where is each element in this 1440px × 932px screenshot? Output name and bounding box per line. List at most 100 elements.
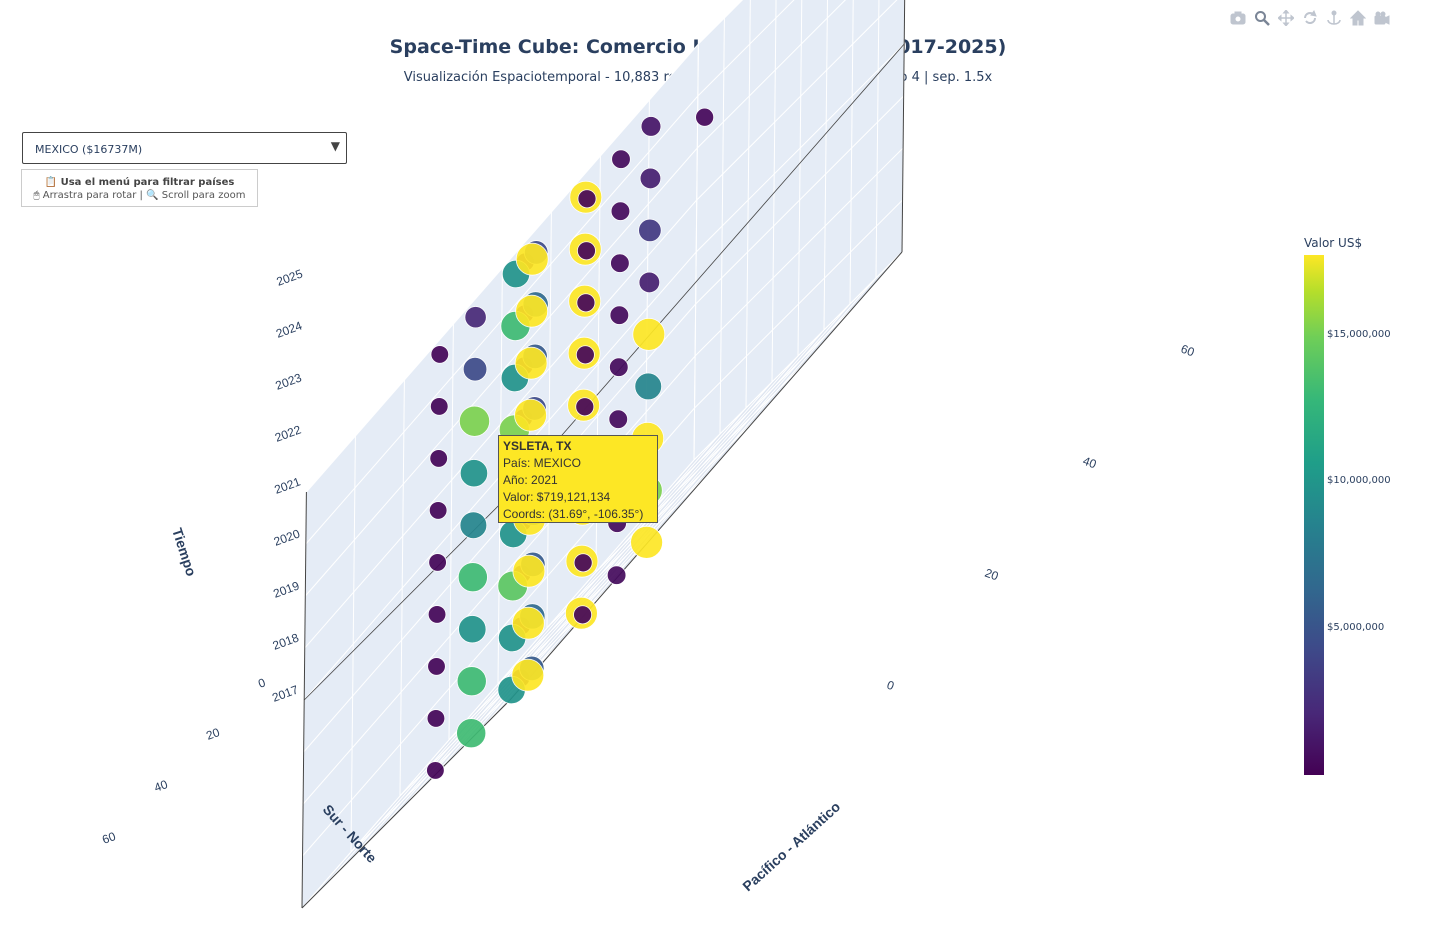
y-tick-label: 0 [256,675,267,691]
z-tick-label: 2024 [274,318,304,340]
data-point [515,294,549,328]
data-point [458,405,491,437]
z-tick-label: 2019 [271,578,301,600]
grid-line [303,303,697,753]
x-axis-title: Pacífico - Atlántico [739,798,843,894]
data-point [457,562,488,593]
data-point [515,242,549,276]
grid-line [483,277,877,727]
data-point [634,372,663,401]
colorbar-tick: $5,000,000 [1327,622,1385,633]
zoom-icon[interactable] [1252,8,1272,28]
data-point [464,306,487,329]
colorbar-tick: $15,000,000 [1327,329,1391,340]
grid-line [353,407,747,857]
data-point [638,218,662,243]
x-tick-label: 60 [1179,342,1197,360]
data-point [610,253,630,273]
grid-line [301,459,695,909]
turntable-icon[interactable] [1324,8,1344,28]
tooltip-coords: Coords: (31.69°, -106.35°) [503,507,644,521]
grid-line [694,199,903,409]
chevron-down-icon: ▼ [330,139,340,153]
data-point [573,553,593,573]
z-tick-label: 2023 [274,370,304,392]
data-point [428,553,447,572]
data-point [429,449,448,468]
x-tick-label: 0 [885,678,896,694]
data-point [638,271,661,294]
data-point [632,317,666,351]
data-point [428,501,448,520]
y-tick-label: 20 [204,725,222,743]
data-point [577,189,597,209]
data-point [429,397,449,416]
z-tick-label: 2020 [272,526,302,548]
data-point [511,658,545,692]
data-point [639,167,662,190]
data-point [609,305,630,325]
data-point [459,511,488,540]
modebar [1228,8,1392,28]
data-point [630,526,663,559]
data-point [456,718,487,749]
data-point [576,293,596,313]
colorbar-title: Valor US$ [1304,236,1363,250]
clipboard-icon: 📋 [44,177,58,188]
tooltip-port: YSLETA, TX [503,439,572,453]
camera-view-icon[interactable] [1372,8,1392,28]
tooltip-value: Valor: $719,121,134 [503,490,611,504]
data-point [459,459,489,488]
grid-line [306,43,699,493]
tooltip-year: Año: 2021 [503,473,558,487]
colorbar [1304,255,1324,775]
grid-line [696,0,898,201]
back-wall-x [694,0,905,460]
camera-icon[interactable] [1228,8,1248,28]
y-tick-label: 60 [100,829,118,847]
data-point [427,657,446,676]
data-point [575,345,595,365]
data-point [512,554,546,588]
data-point [695,107,715,127]
data-point [426,761,445,780]
grid-line [697,0,795,97]
data-point [608,409,629,429]
hint-rotate-text: Arrastra para rotar | 🔍 Scroll para zoom [42,190,246,201]
data-point [606,565,627,585]
x-tick-label: 40 [1081,454,1099,472]
drag-icon: 🖱 [33,190,40,201]
z-axis-title: Tiempo [169,526,200,578]
data-point [427,605,447,624]
colorbar-tick: $10,000,000 [1327,475,1391,486]
grid-line [304,147,698,597]
data-point [573,605,593,625]
z-tick-label: 2017 [270,682,300,704]
grid-line [431,329,825,779]
data-point [511,606,545,640]
z-tick-label: 2021 [272,474,302,496]
x-tick-label: 20 [983,566,1001,584]
data-point [610,201,631,221]
y-tick-label: 40 [152,777,170,795]
orbit-icon[interactable] [1300,8,1320,28]
data-point [462,356,488,382]
data-point [514,398,547,432]
pan-icon[interactable] [1276,8,1296,28]
data-point [426,709,446,728]
dropdown-selected-value: MEXICO ($16737M) [35,143,143,156]
hint-filter-text: Usa el menú para filtrar países [60,177,235,188]
data-point [609,357,629,377]
grid-line [698,0,744,45]
country-filter-dropdown[interactable]: MEXICO ($16737M) ▼ [22,132,347,164]
z-tick-label: 2022 [273,422,303,444]
data-point [640,116,662,137]
home-icon[interactable] [1348,8,1368,28]
usage-hint: 📋 Usa el menú para filtrar países 🖱 Arra… [21,169,258,207]
data-point [611,149,631,169]
data-point [514,346,548,380]
hover-tooltip: YSLETA, TX País: MEXICO Año: 2021 Valor:… [498,435,658,523]
data-point [577,241,596,261]
grid-line [696,0,847,149]
data-point [575,397,595,417]
